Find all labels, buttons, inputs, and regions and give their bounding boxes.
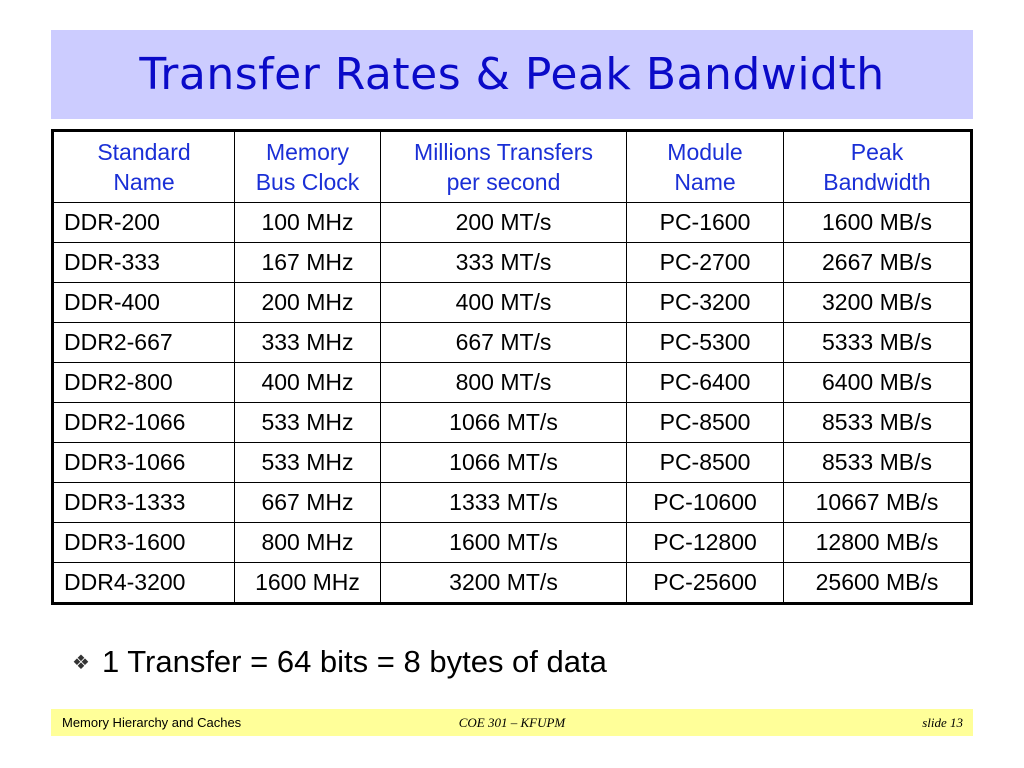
slide-footer: Memory Hierarchy and Caches COE 301 – KF… [51,709,973,736]
peak-bandwidth-cell: 10667 MB/s [783,482,972,523]
slide-title: Transfer Rates & Peak Bandwidth [139,49,885,100]
table-row: DDR2-800 400 MHz 800 MT/s PC-6400 6400 M… [52,362,972,403]
peak-bandwidth-cell: 3200 MB/s [783,282,972,323]
peak-bandwidth-cell: 2667 MB/s [783,242,972,283]
module-name-cell: PC-3200 [626,282,784,323]
header-line: Memory [265,139,350,165]
bus-clock-cell: 100 MHz [234,202,381,243]
transfer-size-note: ❖ 1 Transfer = 64 bits = 8 bytes of data [72,640,607,684]
header-line: Peak [850,139,904,165]
title-bar: Transfer Rates & Peak Bandwidth [51,30,973,119]
module-name-cell: PC-8500 [626,442,784,483]
module-name-cell: PC-10600 [626,482,784,523]
header-memory-bus-clock: Memory Bus Clock [234,130,381,203]
bus-clock-cell: 667 MHz [234,482,381,523]
module-name-cell: PC-6400 [626,362,784,403]
transfer-rates-table: Standard Name Memory Bus Clock Millions … [51,129,973,605]
header-line: Bus Clock [255,169,360,195]
standard-name-cell: DDR3-1333 [52,482,235,523]
footer-course-topic: Memory Hierarchy and Caches [62,715,242,730]
module-name-cell: PC-5300 [626,322,784,363]
transfers-cell: 667 MT/s [380,322,627,363]
header-line: Millions Transfers [414,139,593,165]
transfers-cell: 1333 MT/s [380,482,627,523]
transfers-cell: 1600 MT/s [380,522,627,563]
module-name-cell: PC-25600 [626,562,784,604]
header-module-name: Module Name [626,130,784,203]
standard-name-cell: DDR2-1066 [52,402,235,443]
peak-bandwidth-cell: 6400 MB/s [783,362,972,403]
transfers-cell: 1066 MT/s [380,402,627,443]
footer-slide-number: slide 13 [922,715,963,730]
bus-clock-cell: 167 MHz [234,242,381,283]
transfers-cell: 3200 MT/s [380,562,627,604]
peak-bandwidth-cell: 5333 MB/s [783,322,972,363]
module-name-cell: PC-12800 [626,522,784,563]
transfers-cell: 333 MT/s [380,242,627,283]
peak-bandwidth-cell: 1600 MB/s [783,202,972,243]
module-name-cell: PC-2700 [626,242,784,283]
header-peak-bandwidth: Peak Bandwidth [783,130,972,203]
transfers-cell: 200 MT/s [380,202,627,243]
bus-clock-cell: 1600 MHz [234,562,381,604]
note-text: 1 Transfer = 64 bits = 8 bytes of data [101,644,607,679]
peak-bandwidth-cell: 12800 MB/s [783,522,972,563]
header-line: Standard [97,139,191,165]
diamond-bullet-icon: ❖ [72,650,90,674]
table-row: DDR2-667 333 MHz 667 MT/s PC-5300 5333 M… [52,322,972,363]
standard-name-cell: DDR2-800 [52,362,235,403]
bus-clock-cell: 800 MHz [234,522,381,563]
bus-clock-cell: 400 MHz [234,362,381,403]
bus-clock-cell: 200 MHz [234,282,381,323]
header-millions-transfers: Millions Transfers per second [380,130,627,203]
standard-name-cell: DDR3-1600 [52,522,235,563]
header-line: Name [674,169,736,195]
header-line: Bandwidth [823,169,931,195]
peak-bandwidth-cell: 25600 MB/s [783,562,972,604]
table-row: DDR-400 200 MHz 400 MT/s PC-3200 3200 MB… [52,282,972,323]
module-name-cell: PC-1600 [626,202,784,243]
module-name-cell: PC-8500 [626,402,784,443]
table-row: DDR-333 167 MHz 333 MT/s PC-2700 2667 MB… [52,242,972,283]
bus-clock-cell: 533 MHz [234,402,381,443]
transfers-cell: 800 MT/s [380,362,627,403]
standard-name-cell: DDR4-3200 [52,562,235,604]
header-line: Name [113,169,175,195]
standard-name-cell: DDR-333 [52,242,235,283]
footer-course-code: COE 301 – KFUPM [458,715,566,730]
standard-name-cell: DDR-200 [52,202,235,243]
table-header: Standard Name Memory Bus Clock Millions … [52,130,972,203]
bus-clock-cell: 533 MHz [234,442,381,483]
peak-bandwidth-cell: 8533 MB/s [783,402,972,443]
table-body: DDR-200 100 MHz 200 MT/s PC-1600 1600 MB… [52,202,972,604]
header-line: per second [446,169,561,195]
transfers-cell: 400 MT/s [380,282,627,323]
bus-clock-cell: 333 MHz [234,322,381,363]
standard-name-cell: DDR3-1066 [52,442,235,483]
table-row: DDR3-1066 533 MHz 1066 MT/s PC-8500 8533… [52,442,972,483]
header-row: Standard Name Memory Bus Clock Millions … [52,130,972,203]
transfers-cell: 1066 MT/s [380,442,627,483]
table-row: DDR2-1066 533 MHz 1066 MT/s PC-8500 8533… [52,402,972,443]
table-row: DDR3-1600 800 MHz 1600 MT/s PC-12800 128… [52,522,972,563]
standard-name-cell: DDR2-667 [52,322,235,363]
standard-name-cell: DDR-400 [52,282,235,323]
table-row: DDR4-3200 1600 MHz 3200 MT/s PC-25600 25… [52,562,972,604]
header-line: Module [667,139,743,165]
header-standard-name: Standard Name [52,130,235,203]
peak-bandwidth-cell: 8533 MB/s [783,442,972,483]
table-row: DDR-200 100 MHz 200 MT/s PC-1600 1600 MB… [52,202,972,243]
table-row: DDR3-1333 667 MHz 1333 MT/s PC-10600 106… [52,482,972,523]
